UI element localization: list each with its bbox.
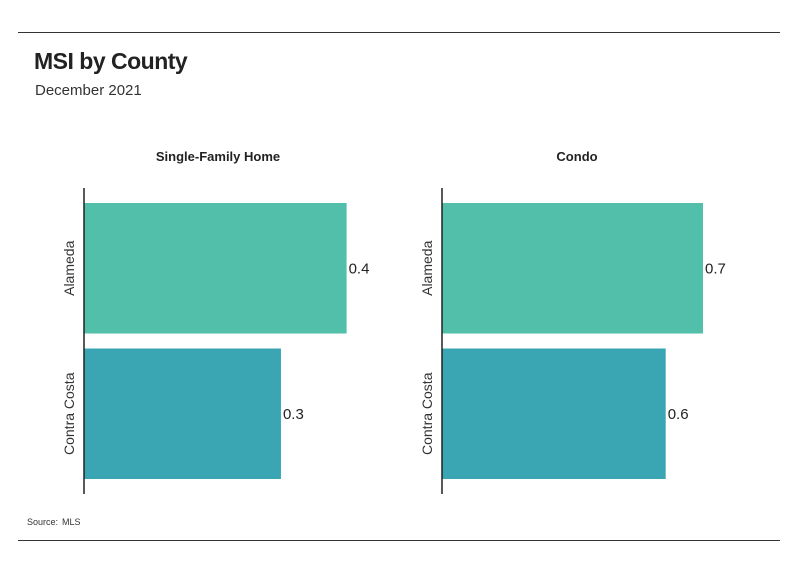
source-value: MLS: [62, 517, 81, 527]
value-label-single-family-home-alameda: 0.4: [349, 260, 370, 277]
source-note: Source: MLS: [27, 517, 81, 527]
category-label-single-family-home-contra-costa: Contra Costa: [61, 372, 77, 455]
category-label-condo-contra-costa: Contra Costa: [419, 372, 435, 455]
bar-single-family-home-alameda: [84, 203, 347, 334]
bar-single-family-home-contra-costa: [84, 348, 281, 479]
top-rule: [18, 32, 780, 33]
bar-condo-contra-costa: [442, 348, 666, 479]
category-label-condo-alameda: Alameda: [419, 240, 435, 295]
value-label-single-family-home-contra-costa: 0.3: [283, 406, 304, 423]
category-label-single-family-home-alameda: Alameda: [61, 240, 77, 295]
bar-condo-alameda: [442, 203, 703, 334]
panel-title-single-family-home: Single-Family Home: [156, 149, 280, 164]
value-label-condo-alameda: 0.7: [705, 260, 726, 277]
chart-subtitle: December 2021: [35, 82, 142, 99]
panel-title-condo: Condo: [556, 149, 597, 164]
chart-title: MSI by County: [34, 48, 188, 74]
bottom-rule: [18, 540, 780, 541]
source-label: Source:: [27, 517, 59, 527]
value-label-condo-contra-costa: 0.6: [668, 406, 689, 423]
